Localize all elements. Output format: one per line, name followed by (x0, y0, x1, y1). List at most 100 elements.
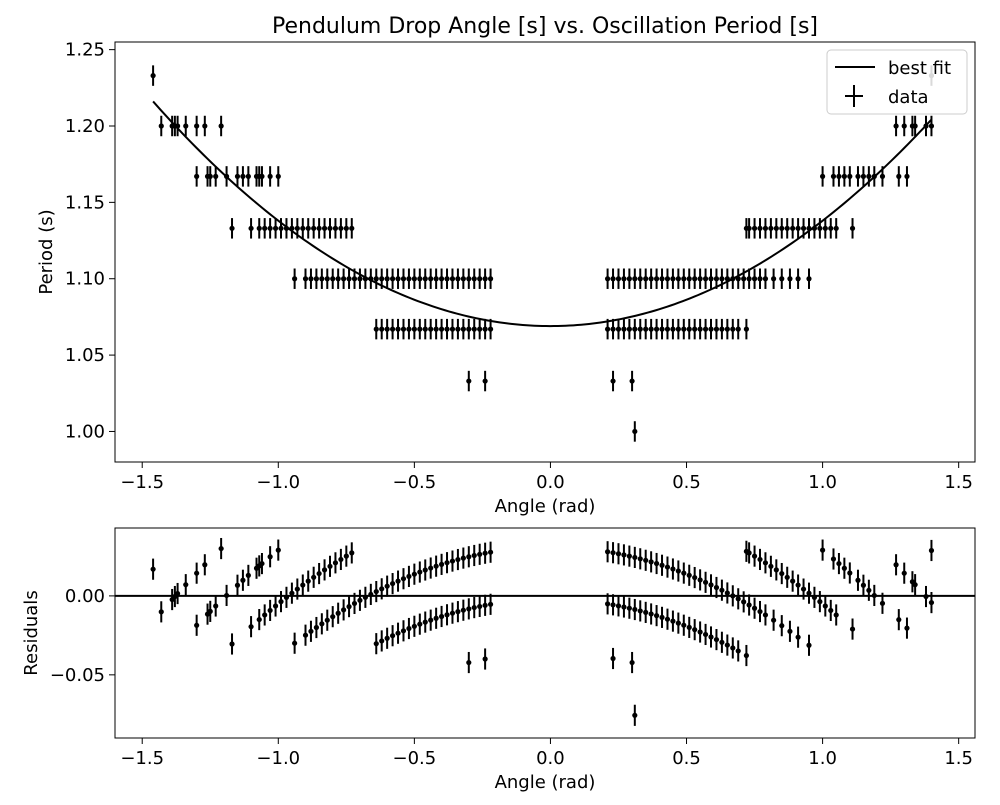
data-point (629, 378, 635, 384)
data-point (686, 326, 692, 332)
residual-point (321, 567, 328, 573)
residual-point (648, 559, 654, 565)
data-point (719, 276, 725, 282)
residual-point (487, 549, 494, 555)
data-point (400, 326, 407, 332)
data-point (743, 326, 749, 332)
data-point (379, 326, 385, 332)
residual-point (615, 603, 622, 609)
data-point (626, 326, 632, 332)
period-x-ticks: −1.5 −1.0 −0.5 0.0 0.5 1.0 1.5 (120, 462, 973, 493)
residual-point (373, 588, 379, 595)
data-point (218, 123, 224, 129)
residual-point (384, 635, 390, 641)
data-point (444, 326, 450, 332)
residual-point (686, 572, 692, 578)
data-point (278, 225, 284, 231)
residual-point (632, 606, 638, 613)
residual-point (708, 634, 714, 640)
residual-point (406, 625, 412, 632)
data-point (730, 326, 736, 332)
residual-point (389, 580, 396, 587)
data-point (779, 276, 785, 282)
residual-point (471, 604, 477, 611)
residual-point (194, 622, 200, 628)
residual-point (637, 556, 643, 562)
residual-point (400, 628, 407, 634)
residual-point (626, 605, 632, 611)
data-point (275, 173, 281, 179)
residual-point (653, 613, 660, 619)
data-point (746, 276, 752, 282)
data-point (302, 276, 309, 282)
data-point (262, 225, 268, 231)
residual-point (730, 645, 736, 651)
data-point (389, 276, 396, 282)
residual-point (879, 600, 886, 606)
residual-point (327, 563, 333, 569)
data-point (245, 173, 251, 179)
data-point (768, 225, 774, 231)
data-point (422, 326, 428, 332)
data-point (675, 326, 681, 332)
residual-point (836, 560, 842, 567)
residual-point (444, 612, 450, 618)
data-point (632, 428, 638, 435)
data-point (779, 225, 785, 231)
residual-point (289, 590, 295, 596)
residual-point (384, 583, 390, 589)
data-point (406, 326, 412, 332)
residual-point (357, 597, 363, 603)
data-point (822, 225, 828, 231)
data-point (912, 123, 918, 129)
residual-point (335, 610, 341, 616)
x-tick-label: 1.5 (944, 472, 973, 493)
residual-point (901, 570, 907, 576)
residual-point (267, 554, 273, 560)
residual-point (653, 560, 660, 567)
data-point (637, 326, 643, 332)
residual-point (245, 572, 251, 578)
residual-point (724, 642, 730, 648)
residual-point (308, 628, 314, 634)
residual-point (316, 570, 322, 577)
data-point (626, 276, 632, 282)
residual-point (790, 578, 796, 584)
period-plot: −1.5 −1.0 −0.5 0.0 0.5 1.0 1.5 1.00 1.05 1.10 1.1… (36, 40, 976, 517)
y-tick-label: 1.20 (65, 116, 105, 137)
data-point (389, 326, 396, 332)
data-point (610, 276, 616, 282)
data-point (670, 326, 676, 332)
residual-point (779, 570, 785, 577)
residual-point (294, 586, 300, 592)
residual-point (604, 601, 611, 607)
data-point (771, 276, 777, 282)
data-point (183, 123, 189, 129)
x-tick-label: 1.0 (808, 472, 837, 493)
residual-point (379, 586, 385, 592)
data-point (795, 276, 801, 282)
residual-point (240, 577, 246, 583)
residual-point (702, 631, 709, 638)
residual-point (417, 621, 423, 627)
residual-point (681, 622, 687, 628)
residual-point (847, 570, 853, 576)
data-point (751, 225, 758, 231)
residual-point (438, 561, 445, 567)
data-point (240, 173, 246, 179)
data-point (817, 225, 823, 231)
data-point (327, 225, 333, 231)
data-point (637, 276, 643, 282)
residual-point (477, 603, 483, 610)
residual-point (150, 566, 156, 572)
data-point (316, 225, 322, 231)
data-point (292, 276, 298, 282)
data-point (697, 326, 703, 332)
residual-point (256, 616, 262, 623)
residual-point (174, 590, 181, 597)
data-point (686, 276, 692, 282)
data-point (428, 326, 434, 332)
data-point (449, 326, 456, 332)
data-point (428, 276, 434, 282)
data-point (735, 326, 741, 332)
